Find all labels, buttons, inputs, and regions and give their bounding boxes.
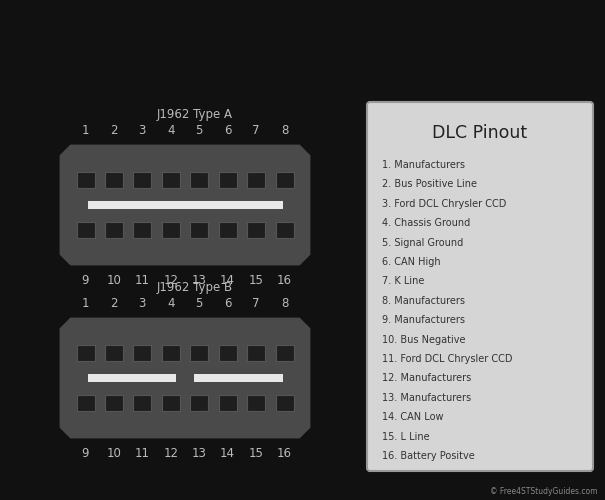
Bar — [190, 172, 208, 188]
Text: 6. CAN High: 6. CAN High — [382, 257, 440, 267]
Bar — [105, 395, 123, 411]
Bar — [218, 222, 237, 238]
Bar — [105, 172, 123, 188]
Bar — [247, 172, 265, 188]
Text: © Free4STStudyGuides.com: © Free4STStudyGuides.com — [491, 488, 598, 496]
Bar — [88, 201, 283, 209]
Bar — [194, 374, 283, 382]
Text: 15: 15 — [249, 274, 264, 287]
Text: 14: 14 — [220, 274, 235, 287]
Bar — [247, 395, 265, 411]
Text: 7. K Line: 7. K Line — [382, 276, 424, 286]
Bar — [218, 345, 237, 361]
Text: 11: 11 — [135, 447, 150, 460]
Bar — [76, 172, 94, 188]
Text: 5: 5 — [195, 297, 203, 310]
Bar — [133, 172, 151, 188]
Text: 2: 2 — [110, 297, 118, 310]
Bar — [76, 222, 94, 238]
Bar — [247, 345, 265, 361]
Text: 16: 16 — [277, 274, 292, 287]
Bar — [76, 345, 94, 361]
Text: 12. Manufacturers: 12. Manufacturers — [382, 374, 471, 384]
Text: 5: 5 — [195, 124, 203, 137]
Text: 4: 4 — [167, 297, 174, 310]
Text: 13: 13 — [192, 447, 207, 460]
Text: 7: 7 — [252, 297, 260, 310]
Bar — [190, 222, 208, 238]
Text: 12: 12 — [163, 447, 178, 460]
Text: 10. Bus Negative: 10. Bus Negative — [382, 334, 465, 344]
Text: 3. Ford DCL Chrysler CCD: 3. Ford DCL Chrysler CCD — [382, 199, 506, 209]
Text: 9: 9 — [82, 447, 90, 460]
Text: 4. Chassis Ground: 4. Chassis Ground — [382, 218, 470, 228]
FancyBboxPatch shape — [367, 102, 593, 471]
Bar — [275, 395, 293, 411]
Text: 2: 2 — [110, 124, 118, 137]
Text: 12: 12 — [163, 274, 178, 287]
Polygon shape — [57, 316, 313, 440]
Text: 4: 4 — [167, 124, 174, 137]
Bar — [76, 395, 94, 411]
Text: 10: 10 — [106, 447, 122, 460]
Text: 16: 16 — [277, 447, 292, 460]
Text: 5. Signal Ground: 5. Signal Ground — [382, 238, 463, 248]
Text: 15. L Line: 15. L Line — [382, 432, 430, 442]
Bar — [133, 395, 151, 411]
Text: 7: 7 — [252, 124, 260, 137]
Text: 14: 14 — [220, 447, 235, 460]
Text: 1: 1 — [82, 124, 90, 137]
Text: J1962 Type B: J1962 Type B — [157, 281, 233, 294]
Bar — [190, 345, 208, 361]
Text: 8. Manufacturers: 8. Manufacturers — [382, 296, 465, 306]
Text: 13: 13 — [192, 274, 207, 287]
Text: 2. Bus Positive Line: 2. Bus Positive Line — [382, 180, 477, 190]
Text: 16. Battery Positve: 16. Battery Positve — [382, 451, 475, 461]
Bar — [105, 345, 123, 361]
Bar — [133, 345, 151, 361]
Bar — [162, 172, 180, 188]
Bar — [88, 374, 176, 382]
Bar — [105, 222, 123, 238]
Text: 14. CAN Low: 14. CAN Low — [382, 412, 443, 422]
Text: 8: 8 — [281, 124, 288, 137]
Text: J1962 Type A: J1962 Type A — [157, 108, 233, 121]
Text: 8: 8 — [281, 297, 288, 310]
Bar — [162, 345, 180, 361]
Text: 11. Ford DCL Chrysler CCD: 11. Ford DCL Chrysler CCD — [382, 354, 512, 364]
Text: 10: 10 — [106, 274, 122, 287]
Bar — [162, 395, 180, 411]
Text: 9. Manufacturers: 9. Manufacturers — [382, 315, 465, 325]
Text: 1. Manufacturers: 1. Manufacturers — [382, 160, 465, 170]
Bar — [275, 345, 293, 361]
Bar — [133, 222, 151, 238]
Text: 1: 1 — [82, 297, 90, 310]
Polygon shape — [57, 142, 313, 268]
Text: 3: 3 — [139, 124, 146, 137]
Bar — [162, 222, 180, 238]
Bar — [247, 222, 265, 238]
Text: 11: 11 — [135, 274, 150, 287]
Text: 6: 6 — [224, 297, 231, 310]
Bar — [275, 222, 293, 238]
Text: 3: 3 — [139, 297, 146, 310]
Bar — [218, 172, 237, 188]
Text: DLC Pinout: DLC Pinout — [433, 124, 528, 142]
Text: 15: 15 — [249, 447, 264, 460]
Bar — [218, 395, 237, 411]
Text: 6: 6 — [224, 124, 231, 137]
Bar — [190, 395, 208, 411]
Text: 13. Manufacturers: 13. Manufacturers — [382, 393, 471, 403]
Text: 9: 9 — [82, 274, 90, 287]
Bar — [275, 172, 293, 188]
